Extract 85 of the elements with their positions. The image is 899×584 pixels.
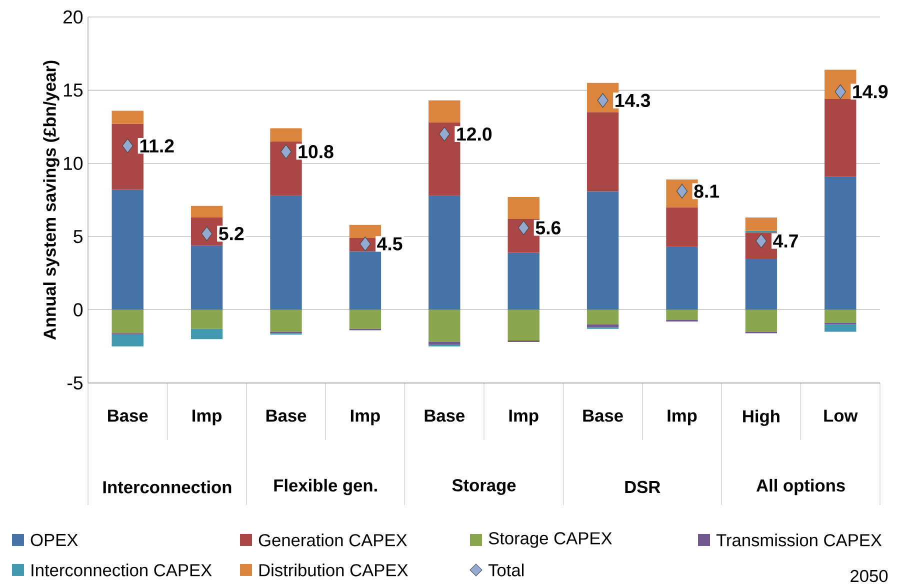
- point: [201, 226, 212, 241]
- bar: [349, 224, 382, 238]
- bar: [270, 196, 302, 310]
- bar: [508, 252, 540, 310]
- bar: [824, 98, 856, 177]
- legend-label: Total: [488, 564, 524, 576]
- bar: [112, 310, 144, 334]
- bar: [428, 342, 460, 345]
- x-tick-label: Imp: [509, 410, 538, 426]
- point: [438, 126, 450, 142]
- bar: [270, 310, 302, 332]
- data-label: 12.0: [457, 127, 492, 141]
- x-tick-label: Base: [266, 410, 306, 422]
- data-label: 4.5: [377, 237, 402, 250]
- text: All options: [756, 478, 845, 496]
- bar: [745, 258, 778, 310]
- bar: [349, 310, 382, 329]
- legend-label: Interconnection CAPEX: [32, 564, 212, 576]
- x-tick-label: Low: [824, 410, 858, 422]
- bar: [666, 207, 698, 247]
- y-tick-label: 20: [63, 10, 83, 24]
- data-label: 8.1: [694, 184, 720, 198]
- text: Flexible gen.: [274, 478, 377, 496]
- bar: [428, 100, 460, 122]
- y-tick-label: 10: [64, 156, 83, 170]
- point: [756, 234, 767, 248]
- point: [518, 220, 530, 236]
- bar: [112, 334, 144, 346]
- bar: [745, 310, 778, 332]
- legend-label: OPEX: [30, 534, 78, 546]
- legend-label: Storage CAPEX: [488, 532, 612, 548]
- bar: [190, 245, 223, 310]
- bar: [586, 191, 619, 310]
- x-tick-label: Base: [583, 410, 623, 422]
- point: [280, 144, 292, 160]
- y-axis-title: Annual system savings (£bn/year): [43, 60, 60, 340]
- bar: [586, 310, 619, 324]
- bar: [824, 310, 856, 323]
- bar: [270, 128, 302, 142]
- point: [676, 184, 688, 199]
- x-tick-label: Base: [424, 410, 465, 422]
- y-tick-label: 0: [74, 303, 83, 316]
- bar: [190, 310, 223, 329]
- bar: [190, 206, 223, 218]
- bar: [586, 112, 619, 192]
- bar: [190, 328, 223, 340]
- data-label: 5.6: [536, 221, 560, 234]
- y-tick-label: 5: [74, 230, 83, 244]
- point: [122, 138, 134, 154]
- x-tick-label: High: [743, 410, 780, 426]
- data-label: 10.8: [298, 145, 334, 158]
- bar: [666, 310, 698, 320]
- data-label: 14.9: [853, 85, 888, 98]
- bar: [428, 310, 460, 342]
- text: 2050: [850, 570, 888, 582]
- x-tick-label: Imp: [350, 410, 380, 426]
- bar: [666, 246, 698, 310]
- bar: [112, 190, 144, 310]
- x-tick-label: Imp: [192, 410, 222, 426]
- bar: [349, 251, 382, 310]
- x-tick-label: Base: [108, 410, 148, 422]
- x-tick-label: Imp: [668, 410, 697, 426]
- legend-label: Transmission CAPEX: [716, 534, 882, 546]
- point: [360, 236, 371, 252]
- y-tick-label: 15: [64, 84, 83, 97]
- text: Storage: [452, 479, 516, 495]
- y-tick-label: -5: [68, 376, 83, 390]
- point: [834, 84, 846, 99]
- bar: [824, 324, 856, 332]
- bar: [112, 110, 144, 124]
- legend-label: Generation CAPEX: [258, 534, 408, 546]
- point: [597, 93, 608, 108]
- bar: [508, 310, 540, 341]
- data-label: 5.2: [218, 227, 244, 240]
- bar: [428, 196, 460, 310]
- text: DSR: [625, 480, 660, 494]
- bar: [586, 324, 619, 328]
- legend-label: Distribution CAPEX: [259, 564, 408, 576]
- data-label: 11.2: [140, 139, 174, 152]
- bar: [508, 197, 540, 220]
- data-label: 4.7: [773, 234, 798, 248]
- text: Interconnection: [103, 480, 232, 494]
- bar: [745, 218, 778, 231]
- bar: [824, 176, 856, 310]
- data-label: 14.3: [616, 94, 650, 108]
